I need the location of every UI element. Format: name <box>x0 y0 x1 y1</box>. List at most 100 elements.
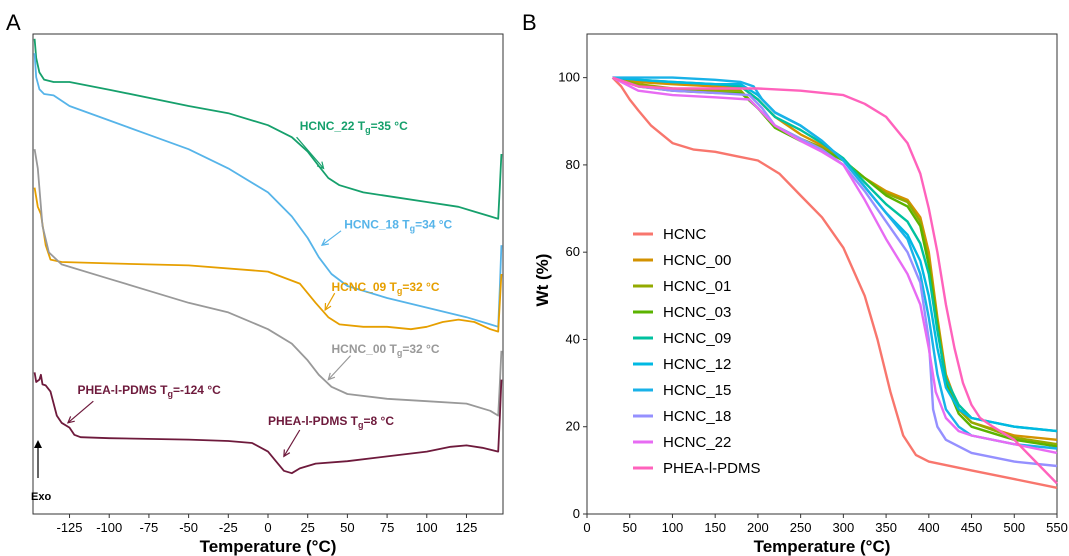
exo-label: Exo <box>31 491 51 503</box>
chart-b-y-tick-label: 20 <box>566 419 580 434</box>
chart-b-series-line-hcnc <box>611 76 1058 489</box>
chart-b-x-tick-label: 0 <box>583 520 590 535</box>
chart-a-frame <box>32 33 504 515</box>
chart-b-series-line-hcnc-18 <box>612 76 1058 468</box>
annotation-arrowhead-icon <box>66 416 75 424</box>
chart-a-x-tick-label: 50 <box>340 520 354 535</box>
chart-a-x-ticks: -125 -100 -75 -50 -25 0 25 50 75 100 125 <box>57 514 478 535</box>
annotation-label: HCNC_18 Tg=34 °C <box>344 217 452 233</box>
chart-a-x-tick-label: 125 <box>456 520 478 535</box>
legend-label: HCNC_22 <box>663 434 731 451</box>
chart-b-legend: HCNC HCNC_00 HCNC_01 HCNC_03 HCNC_09 HCNC_12 H… <box>633 226 761 477</box>
chart-a-x-tick-label: 100 <box>416 520 438 535</box>
chart-a-x-axis-title: Temperature (°C) <box>200 537 337 556</box>
chart-b-y-tick-label: 80 <box>566 157 580 172</box>
chart-b-x-tick-label: 500 <box>1003 520 1025 535</box>
legend-label: HCNC_12 <box>663 356 731 373</box>
annotation: HCNC_00 Tg=32 °C <box>327 342 440 381</box>
chart-b-x-tick-label: 50 <box>622 520 636 535</box>
chart-a-x-tick-label: 0 <box>264 520 271 535</box>
legend-label: PHEA-l-PDMS <box>663 460 761 477</box>
exo-arrowhead-icon <box>34 440 42 448</box>
annotation-label: HCNC_22 Tg=35 °C <box>300 119 408 135</box>
annotation-arrowhead-icon <box>283 449 291 458</box>
chart-b-ticks: 0 50 100 150 200 250 300 350 400 450 500 550 0 20 40 60… <box>558 70 1068 535</box>
chart-b-x-tick-label: 300 <box>833 520 855 535</box>
legend-item-hcnc: HCNC <box>633 226 706 243</box>
chart-b-series-line-hcnc-22 <box>612 76 1058 455</box>
chart-b-x-tick-label: 350 <box>875 520 897 535</box>
annotation-arrow-icon <box>321 230 342 246</box>
annotation-arrow-icon <box>296 136 325 169</box>
annotation-arrowhead-icon <box>316 161 325 170</box>
annotation: HCNC_09 Tg=32 °C <box>324 280 440 312</box>
chart-b-x-tick-label: 250 <box>790 520 812 535</box>
chart-a-series-line-0 <box>33 38 503 220</box>
chart-a-series-line-2 <box>33 187 503 333</box>
annotation-label: PHEA-l-PDMS Tg=8 °C <box>268 414 394 430</box>
chart-b-x-tick-label: 200 <box>747 520 769 535</box>
legend-label: HCNC_18 <box>663 408 731 425</box>
chart-b-y-tick-label: 40 <box>566 331 580 346</box>
annotation: HCNC_18 Tg=34 °C <box>320 217 453 246</box>
chart-b-y-axis-title: Wt (%) <box>533 254 552 307</box>
legend-label: HCNC_09 <box>663 330 731 347</box>
legend-item-hcnc-22: HCNC_22 <box>633 434 731 451</box>
annotation: HCNC_22 Tg=35 °C <box>296 119 408 170</box>
chart-b-series-line-hcnc-15 <box>612 76 1058 450</box>
annotation-arrow-icon <box>324 292 336 311</box>
chart-b-x-tick-label: 400 <box>918 520 940 535</box>
chart-b: 0 50 100 150 200 250 300 350 400 450 500 550 0 20 40 60… <box>533 33 1068 556</box>
annotation-arrow-icon <box>67 400 94 424</box>
chart-a-annotations: HCNC_22 Tg=35 °C HCNC_18 Tg=34 °C HCNC_09 … <box>66 119 453 458</box>
legend-item-phea-l-pdms: PHEA-l-PDMS <box>633 460 761 477</box>
annotation-arrowhead-icon <box>320 238 329 246</box>
annotation-label: PHEA-l-PDMS Tg=-124 °C <box>77 383 221 399</box>
panel-label-b: B <box>522 10 537 35</box>
legend-item-hcnc-12: HCNC_12 <box>633 356 731 373</box>
chart-a-series-line-3 <box>33 149 503 417</box>
chart-b-x-tick-label: 450 <box>961 520 983 535</box>
chart-b-y-tick-label: 60 <box>566 244 580 259</box>
chart-a-series-line-4 <box>33 372 503 475</box>
chart-b-y-tick-label: 0 <box>573 506 580 521</box>
exo-indicator: Exo <box>31 440 51 503</box>
chart-b-series-line-phea-l-pdms <box>612 76 1058 485</box>
chart-a-x-tick-label: -100 <box>96 520 122 535</box>
legend-item-hcnc-15: HCNC_15 <box>633 382 731 399</box>
annotation-arrow-icon <box>327 355 352 381</box>
chart-a-series-line-1 <box>33 53 503 328</box>
legend-item-hcnc-01: HCNC_01 <box>633 278 731 295</box>
chart-b-curves <box>611 76 1058 489</box>
annotation: PHEA-l-PDMS Tg=-124 °C <box>66 383 221 424</box>
chart-b-x-axis-title: Temperature (°C) <box>754 537 891 556</box>
chart-a-x-tick-label: -75 <box>140 520 159 535</box>
legend-item-hcnc-03: HCNC_03 <box>633 304 731 321</box>
chart-b-x-tick-label: 150 <box>704 520 726 535</box>
legend-item-hcnc-18: HCNC_18 <box>633 408 731 425</box>
chart-a-x-tick-label: 25 <box>300 520 314 535</box>
annotation-label: HCNC_00 Tg=32 °C <box>332 342 440 358</box>
legend-label: HCNC_15 <box>663 382 731 399</box>
chart-a-curves <box>33 38 503 475</box>
annotation-arrowhead-icon <box>324 302 332 312</box>
legend-label: HCNC_03 <box>663 304 731 321</box>
chart-a: -125 -100 -75 -50 -25 0 25 50 75 100 125 HCNC_22 T… <box>31 33 504 556</box>
annotation-label: HCNC_09 Tg=32 °C <box>332 280 440 296</box>
legend-label: HCNC_01 <box>663 278 731 295</box>
legend-label: HCNC <box>663 226 706 243</box>
annotation-arrowhead-icon <box>327 372 336 381</box>
annotation-arrow-icon <box>283 429 301 457</box>
annotation: PHEA-l-PDMS Tg=8 °C <box>268 414 394 458</box>
chart-a-x-tick-label: -25 <box>219 520 238 535</box>
chart-a-x-tick-label: -125 <box>57 520 83 535</box>
chart-a-x-tick-label: -50 <box>179 520 198 535</box>
legend-item-hcnc-00: HCNC_00 <box>633 252 731 269</box>
legend-item-hcnc-09: HCNC_09 <box>633 330 731 347</box>
chart-b-x-tick-label: 100 <box>662 520 684 535</box>
panel-label-a: A <box>6 10 21 35</box>
chart-b-x-tick-label: 550 <box>1046 520 1068 535</box>
chart-a-x-tick-label: 75 <box>380 520 394 535</box>
legend-label: HCNC_00 <box>663 252 731 269</box>
